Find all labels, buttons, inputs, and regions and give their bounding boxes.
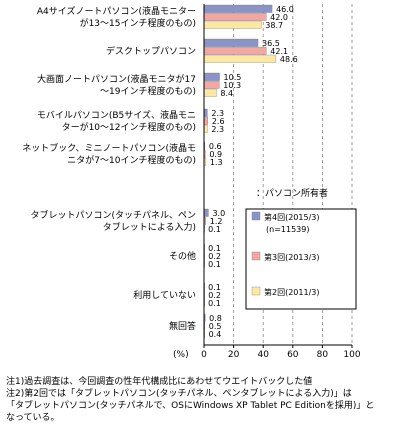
bar-s0-c2 [203,72,220,81]
value-label-s0-c3: 2.3 [211,109,224,118]
value-label-s1-c7: 0.2 [208,291,221,300]
category-label-6-0: その他 [169,250,196,262]
category-label-0-1: が13～15インチ程度のもの) [80,17,196,29]
category-label-2-1: ～19インチ程度のもの) [100,85,196,97]
tick-label-60: 60 [287,350,299,360]
legend-sublabel-0: (n=11539) [266,225,309,234]
category-label-2-0: 大画面ノートパソコン(液晶モニタが17 [37,73,196,85]
legend-swatch-2 [251,286,261,296]
owner-annotation: ：パソコン所有者 [256,187,328,199]
value-label-s1-c3: 2.6 [212,117,225,126]
value-label-s2-c3: 2.3 [211,125,224,134]
value-label-s0-c4: 0.6 [209,142,222,151]
value-label-s0-c0: 46.0 [276,5,294,14]
bar-s2-c1 [203,54,277,63]
value-label-s1-c4: 0.9 [209,150,222,159]
value-label-s2-c8: 0.4 [209,330,222,339]
value-label-s1-c1: 42.1 [270,47,288,56]
category-label-7-0: 利用していない [133,289,196,301]
value-label-s2-c2: 8.4 [220,89,233,98]
value-label-s2-c6: 0.1 [208,260,221,269]
value-label-s1-c0: 42.0 [270,13,288,22]
category-label-4-0: ネットブック、ミニノートパソコン(液晶モ [22,142,196,154]
category-label-4-1: ニタが7～10インチ程度のもの) [67,154,196,166]
bar-s1-c0 [203,12,267,21]
bar-s2-c3 [203,124,208,133]
category-label-1-0: デスクトップパソコン [106,45,196,57]
footnote-1: 注2)第2回では「タブレットパソコン(タッチパネル、ペンタブレットによる入力)」… [6,387,352,399]
value-label-s1-c8: 0.5 [209,322,222,331]
legend-swatch-0 [251,211,261,221]
bar-s0-c0 [203,4,273,13]
category-label-3-1: ターが10～12インチ程度のもの) [62,121,196,133]
bar-s1-c1 [203,46,267,55]
tick-label-80: 80 [317,350,329,360]
bar-s2-c2 [203,88,217,97]
bar-s1-c3 [203,116,208,125]
tick-label-100: 100 [343,350,360,360]
bar-s0-c1 [203,38,259,47]
bar-s0-c3 [203,108,208,117]
value-label-s0-c2: 10.5 [224,73,242,82]
value-label-s2-c0: 38.7 [265,21,283,30]
x-axis-unit-label: (%) [173,350,189,360]
footnote-0: 注1)過去調査は、今回調査の性年代構成比にあわせてウエイトバックした値 [6,375,312,387]
footnotes: 注1)過去調査は、今回調査の性年代構成比にあわせてウエイトバックした値注2)第2… [6,375,374,423]
value-label-s0-c7: 0.1 [208,283,221,292]
value-label-s0-c8: 0.8 [209,314,222,323]
bar-s1-c2 [203,80,220,89]
category-label-3-0: モバイルパソコン(B5サイズ、液晶モニ [37,109,196,121]
footnote-3: なっている。 [6,412,60,423]
labels: 46.0 36.5 10.5 2.3 0.6 3.0 0.1 0.1 0.8 42.0 42.1 10… [22,5,297,339]
bar-s0-c5 [203,208,209,217]
x-axis: 0 20 40 60 80 100 [201,4,361,360]
legend-label-1: 第3回(2013/3) [264,252,319,262]
legend-swatch-1 [251,251,261,261]
value-label-s0-c1: 36.5 [262,39,280,48]
value-label-s1-c5: 1.2 [210,217,223,226]
value-label-s1-c6: 0.2 [208,252,221,261]
category-label-5-0: タブレットパソコン(タッチパネル、ペン [30,209,196,221]
bar-s2-c0 [203,20,262,29]
value-label-s2-c4: 1.3 [210,158,223,167]
value-label-s2-c5: 0.1 [208,225,221,234]
category-label-5-1: タブレットによる入力) [103,221,196,233]
legend-label-0: 第4回(2015/3) [264,212,319,222]
tick-label-40: 40 [257,350,269,360]
category-label-8-0: 無回答 [169,320,196,332]
legend: 第4回(2015/3) (n=11539) 第3回(2013/3) 第2回(2011/… [245,208,357,310]
category-label-0-0: A4サイズノートパソコン(液晶モニター [37,5,196,17]
value-label-s0-c6: 0.1 [208,244,221,253]
tick-label-0: 0 [201,350,207,360]
legend-label-2: 第2回(2011/3) [264,287,319,297]
tick-label-20: 20 [228,350,240,360]
value-label-s0-c5: 3.0 [212,209,225,218]
value-label-s1-c2: 10.3 [223,81,241,90]
bars [203,4,277,338]
value-label-s2-c1: 48.6 [280,55,298,64]
legend-box [245,208,357,310]
value-label-s2-c7: 0.1 [208,299,221,308]
footnote-2: 「タブレットパソコン(タッチパネルで、OSにWindows XP Tablet … [6,399,374,411]
